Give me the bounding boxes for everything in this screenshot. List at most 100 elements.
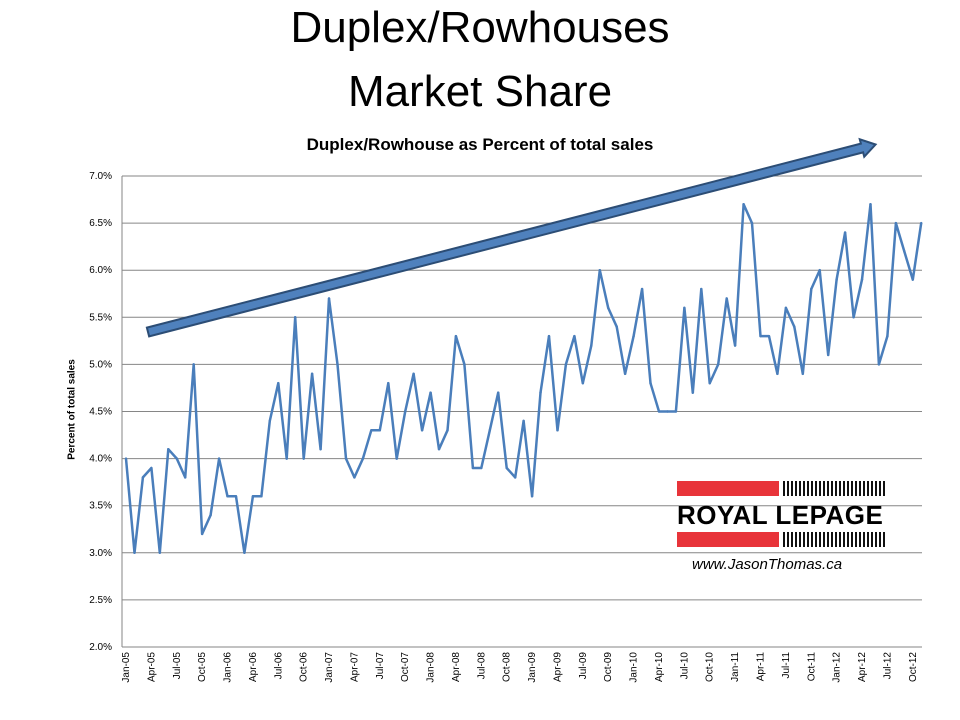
logo-stripe xyxy=(799,481,801,496)
data-point xyxy=(429,391,432,394)
data-point xyxy=(607,306,610,310)
data-point xyxy=(801,372,804,376)
x-tick-label: Apr-07 xyxy=(349,652,360,682)
data-point xyxy=(158,551,162,554)
logo-stripe xyxy=(855,532,857,547)
x-tick-label: Apr-12 xyxy=(857,652,868,682)
data-point xyxy=(344,457,348,460)
data-point xyxy=(463,363,466,366)
data-point xyxy=(302,457,305,460)
y-tick-label: 3.5% xyxy=(89,501,112,512)
data-point xyxy=(657,410,661,413)
data-point xyxy=(835,278,838,281)
y-tick-label: 2.0% xyxy=(89,642,112,653)
data-point xyxy=(403,410,407,413)
data-point xyxy=(488,429,491,432)
logo-stripe xyxy=(815,481,817,496)
logo-stripe xyxy=(827,481,829,496)
logo-stripe xyxy=(839,481,841,496)
x-tick-label: Apr-09 xyxy=(552,652,563,682)
logo-stripe xyxy=(875,481,877,496)
y-tick-label: 3.0% xyxy=(89,548,112,559)
slide-title-line2: Market Share xyxy=(347,67,613,116)
logo-stripes xyxy=(783,481,885,547)
data-point xyxy=(336,363,339,366)
data-point xyxy=(327,297,331,300)
logo-stripe xyxy=(839,532,841,547)
x-tick-label: Jul-11 xyxy=(781,652,792,679)
data-point xyxy=(869,203,872,206)
logo-stripe xyxy=(827,532,829,547)
logo-stripe xyxy=(787,481,789,496)
x-tick-label: Jul-07 xyxy=(375,652,386,680)
data-point xyxy=(852,316,855,319)
data-point xyxy=(911,278,914,281)
logo-stripe xyxy=(867,481,869,496)
logo-stripe xyxy=(835,532,837,547)
y-tick-label: 5.5% xyxy=(89,312,112,323)
chart-title: Duplex/Rowhouse as Percent of total sale… xyxy=(306,135,654,154)
x-tick-label: Jul-10 xyxy=(679,652,690,680)
slide-title-line1: Duplex/Rowhouses xyxy=(290,3,670,52)
logo-stripe xyxy=(787,532,789,547)
logo-stripe xyxy=(867,532,869,547)
logo-stripe xyxy=(807,481,809,496)
logo-stripe xyxy=(819,481,821,496)
x-tick-label: Apr-05 xyxy=(146,652,157,682)
y-tick-label: 4.5% xyxy=(89,407,112,418)
data-point xyxy=(708,382,711,385)
logo-stripe xyxy=(823,532,825,547)
data-point xyxy=(319,447,322,451)
x-tick-label: Jul-08 xyxy=(476,652,487,680)
data-point xyxy=(370,429,373,432)
x-tick-label: Jan-06 xyxy=(223,652,234,683)
logo-stripe xyxy=(851,481,853,496)
data-point xyxy=(877,363,881,366)
y-tick-label: 7.0% xyxy=(89,171,112,182)
x-tick-label: Oct-11 xyxy=(806,652,817,682)
data-point xyxy=(920,221,923,225)
data-point xyxy=(294,316,297,319)
logo-stripe xyxy=(855,481,857,496)
x-tick-label: Oct-07 xyxy=(400,652,411,682)
x-tick-label: Apr-11 xyxy=(756,652,767,682)
logo-stripe xyxy=(823,481,825,496)
data-point xyxy=(310,372,314,376)
data-point xyxy=(717,363,720,366)
y-tick-label: 4.0% xyxy=(89,454,112,465)
data-point xyxy=(767,334,771,338)
data-point xyxy=(632,334,635,338)
data-point xyxy=(353,476,356,479)
logo-stripe xyxy=(883,532,885,547)
data-point xyxy=(564,363,568,366)
data-point xyxy=(234,495,238,498)
x-tick-label: Oct-05 xyxy=(197,652,208,682)
logo-stripe xyxy=(843,481,845,496)
logo-stripe xyxy=(815,532,817,547)
logo-stripe xyxy=(799,532,801,547)
data-point xyxy=(733,344,737,347)
data-point xyxy=(539,391,542,394)
data-point xyxy=(826,353,830,357)
data-point xyxy=(894,221,898,225)
data-point xyxy=(742,203,745,206)
x-tick-label: Jul-12 xyxy=(882,652,893,680)
data-point xyxy=(725,297,728,300)
data-point xyxy=(843,231,847,234)
data-point xyxy=(784,306,788,310)
data-point xyxy=(886,334,889,338)
y-tick-label: 2.5% xyxy=(89,595,112,606)
data-point xyxy=(497,391,500,394)
data-point xyxy=(640,287,644,291)
data-point xyxy=(446,429,449,432)
data-point xyxy=(209,513,212,517)
data-point xyxy=(285,457,288,460)
logo-stripe xyxy=(863,532,865,547)
data-point xyxy=(556,429,559,432)
data-point xyxy=(217,457,221,460)
logo-stripe xyxy=(843,532,845,547)
data-point xyxy=(530,495,534,498)
data-point xyxy=(598,269,601,272)
